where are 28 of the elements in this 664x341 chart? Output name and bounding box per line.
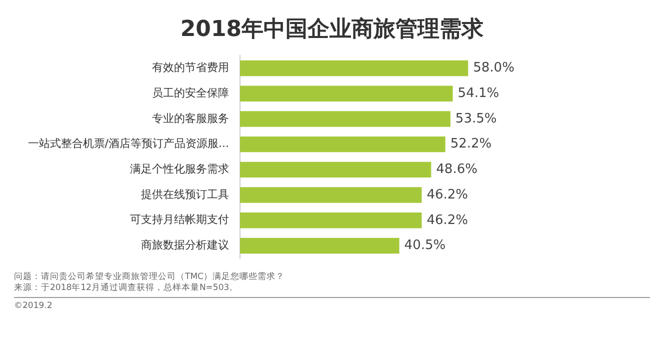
bar	[240, 162, 432, 178]
source-note: 来源：于2018年12月通过调查获得，总样本量N=503。	[14, 283, 240, 294]
y-tick-label: 满足个性化服务需求	[130, 162, 229, 176]
y-tick-label: 可支持月结帐期支付	[130, 213, 229, 226]
bar	[240, 86, 453, 102]
y-tick-label: 提供在线预订工具	[141, 188, 229, 201]
data-label: 54.1%	[458, 86, 500, 101]
data-label: 58.0%	[473, 60, 514, 76]
bar	[240, 238, 400, 254]
text: ©2019.2	[14, 301, 54, 311]
bar	[240, 136, 446, 152]
bar	[240, 187, 422, 203]
data-label: 46.2%	[426, 212, 468, 228]
bar	[240, 111, 450, 127]
chart-title: 2018年中国企业商旅管理需求	[179, 16, 485, 44]
data-label: 48.6%	[436, 162, 478, 178]
y-tick-label: 商旅数据分析建议	[141, 238, 229, 252]
text: 问题：请问贵公司希望专业商旅管理公司（TMC）满足您哪些需求？	[14, 272, 286, 283]
data-label: 46.2%	[426, 187, 468, 202]
data-label: 40.5%	[404, 238, 446, 254]
y-tick-label: 员工的安全保障	[152, 86, 229, 100]
bar	[240, 60, 468, 76]
y-tick-label: 专业的客服服务	[152, 112, 229, 125]
y-tick-label: 一站式整合机票/酒店等预订产品资源服...	[28, 137, 229, 150]
y-tick-label: 有效的节省费用	[152, 61, 229, 74]
data-label: 53.5%	[455, 111, 497, 126]
data-label: 52.2%	[450, 136, 492, 152]
bar	[240, 212, 422, 228]
